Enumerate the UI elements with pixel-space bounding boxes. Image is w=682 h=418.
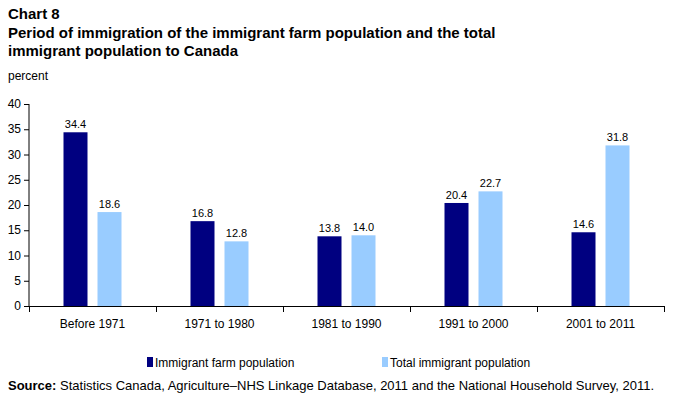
chart: Chart 8 Period of immigration of the immi… xyxy=(0,0,682,418)
x-tick xyxy=(29,306,30,312)
bar xyxy=(479,191,503,306)
y-tick-label: 25 xyxy=(8,173,22,187)
y-axis-label: percent xyxy=(8,69,49,83)
x-tick-label: Before 1971 xyxy=(60,317,126,331)
y-tick-label: 10 xyxy=(8,249,22,263)
x-tick-label: 1991 to 2000 xyxy=(438,317,508,331)
x-tick-label: 2001 to 2011 xyxy=(566,317,636,331)
x-tick xyxy=(283,306,284,312)
bar xyxy=(64,132,88,306)
data-label: 31.8 xyxy=(607,131,628,143)
y-tick xyxy=(24,205,29,206)
bar xyxy=(352,235,376,306)
bar xyxy=(318,236,342,306)
x-axis xyxy=(29,306,664,307)
y-tick-label: 30 xyxy=(8,148,22,162)
y-tick xyxy=(24,230,29,231)
subtitle: immigrant population to Canada xyxy=(8,42,239,59)
source: Source: Statistics Canada, Agriculture–N… xyxy=(8,378,654,393)
y-tick xyxy=(24,104,29,105)
bar xyxy=(572,232,596,306)
data-label: 16.8 xyxy=(192,207,213,219)
y-tick xyxy=(24,155,29,156)
bars xyxy=(64,132,630,306)
y-tick xyxy=(24,281,29,282)
data-label: 13.8 xyxy=(319,222,340,234)
y-tick xyxy=(24,129,29,130)
y-tick-label: 20 xyxy=(8,198,22,212)
data-label: 18.6 xyxy=(99,198,120,210)
bar xyxy=(98,212,122,306)
bar xyxy=(445,203,469,306)
title: Chart 8 xyxy=(8,5,60,22)
y-tick-label: 5 xyxy=(14,274,21,288)
y-tick xyxy=(24,180,29,181)
y-tick-label: 15 xyxy=(8,223,22,237)
x-tick xyxy=(537,306,538,312)
y-tick xyxy=(24,306,29,307)
legend-label: Immigrant farm population xyxy=(155,356,294,370)
data-label: 34.4 xyxy=(65,118,86,130)
data-label: 14.0 xyxy=(353,221,374,233)
data-label: 20.4 xyxy=(446,189,467,201)
bar xyxy=(191,221,215,306)
source-label: Source: xyxy=(8,378,56,393)
legend-label: Total immigrant population xyxy=(390,356,530,370)
x-tick xyxy=(410,306,411,312)
bar xyxy=(225,241,249,306)
y-tick xyxy=(24,256,29,257)
bar xyxy=(606,145,630,306)
data-label: 14.6 xyxy=(573,218,594,230)
y-tick-label: 40 xyxy=(8,97,22,111)
x-tick-label: 1971 to 1980 xyxy=(184,317,254,331)
x-tick-label: 1981 to 1990 xyxy=(311,317,381,331)
subtitle: Period of immigration of the immigrant f… xyxy=(8,24,496,41)
legend-swatch xyxy=(147,357,153,367)
y-tick-label: 0 xyxy=(14,299,21,313)
data-label: 12.8 xyxy=(226,227,247,239)
source-text: Statistics Canada, Agriculture–NHS Linka… xyxy=(56,378,654,393)
x-tick xyxy=(156,306,157,312)
data-label: 22.7 xyxy=(480,177,501,189)
legend-swatch xyxy=(382,357,388,367)
y-tick-label: 35 xyxy=(8,122,22,136)
x-tick xyxy=(664,306,665,312)
